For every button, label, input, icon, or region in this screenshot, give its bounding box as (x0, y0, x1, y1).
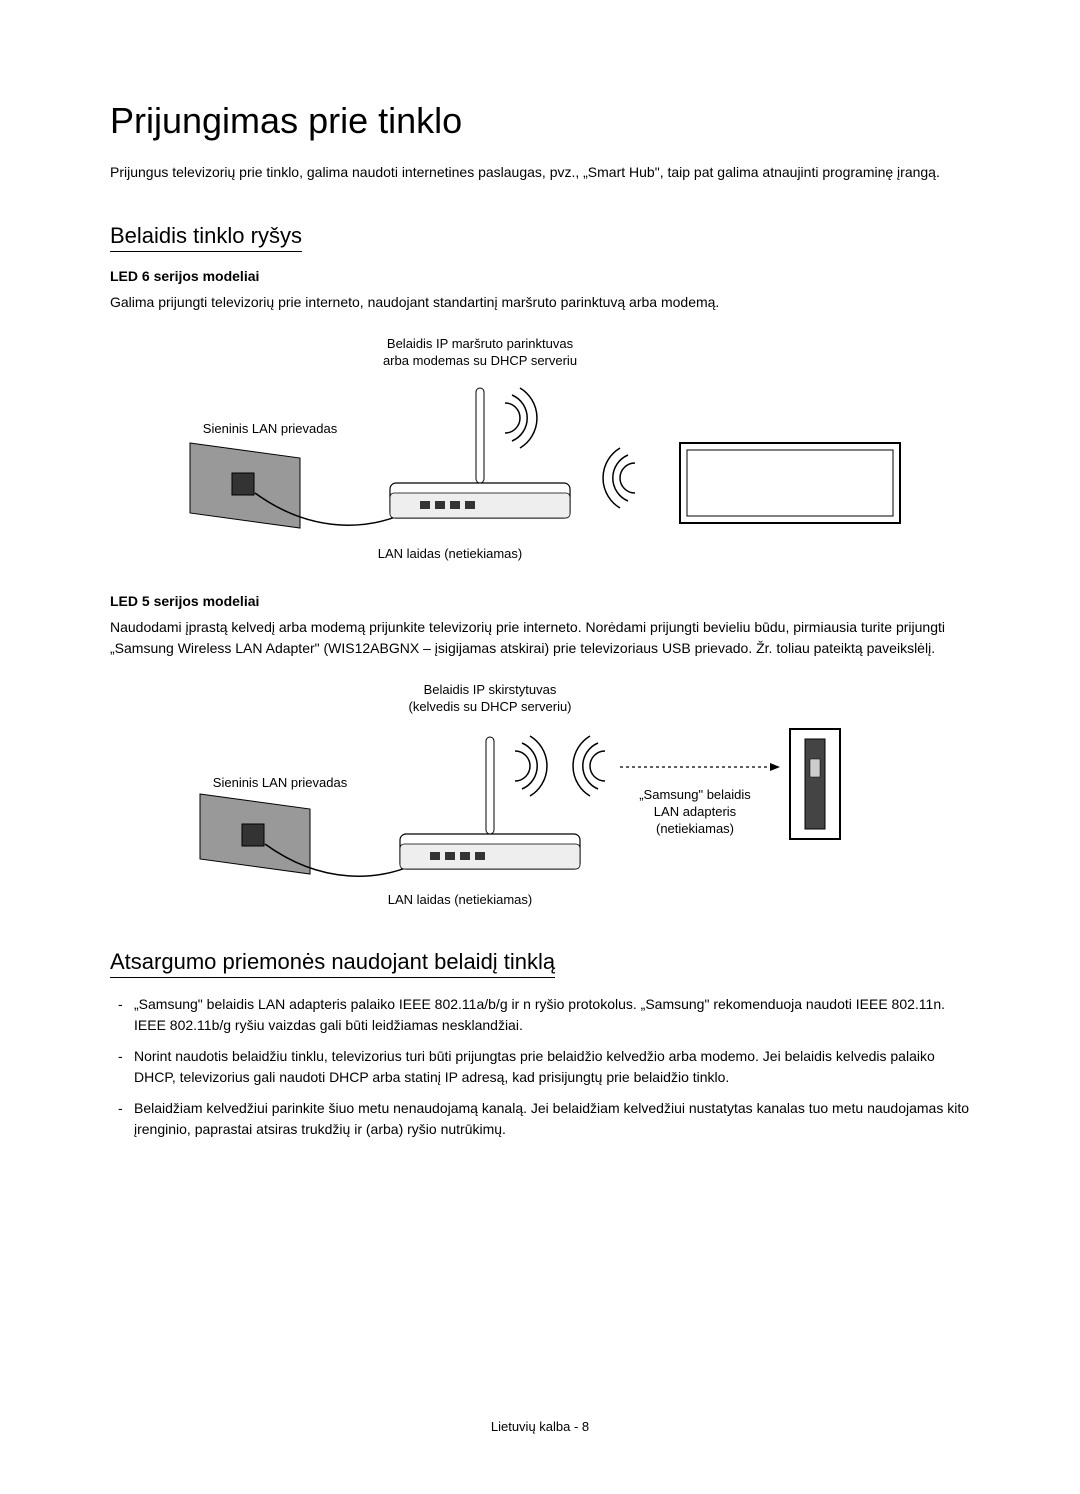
subheading-led6: LED 6 serijos modeliai (110, 268, 970, 284)
wall-port-icon-2 (200, 794, 310, 874)
cable-label-1: LAN laidas (netiekiamas) (378, 546, 523, 561)
arrow-head (770, 763, 780, 771)
text-led6: Galima prijungti televizorių prie intern… (110, 292, 970, 313)
adapter-label-1: „Samsung" belaidis (639, 787, 751, 802)
wifi-receive-icon (603, 448, 635, 508)
diagram-led5: Belaidis IP skirstytuvas (kelvedis su DH… (150, 679, 930, 909)
wall-port-icon (190, 443, 300, 528)
cable-label-2: LAN laidas (netiekiamas) (388, 892, 533, 907)
wifi-emit-icon (505, 388, 537, 448)
wifi-emit-icon-2 (515, 736, 547, 796)
list-item: „Samsung" belaidis LAN adapteris palaiko… (110, 994, 970, 1036)
router2-label-2: (kelvedis su DHCP serveriu) (408, 699, 571, 714)
wall-port-label: Sieninis LAN prievadas (203, 421, 338, 436)
wall-port-label-2: Sieninis LAN prievadas (213, 775, 348, 790)
page-footer: Lietuvių kalba - 8 (0, 1419, 1080, 1434)
section-heading-precautions: Atsargumo priemonės naudojant belaidį ti… (110, 949, 555, 978)
page-title: Prijungimas prie tinklo (110, 100, 970, 142)
router-label-2: arba modemas su DHCP serveriu (383, 353, 577, 368)
wifi-receive-icon-2 (573, 736, 605, 796)
router-icon (390, 388, 570, 518)
subheading-led5: LED 5 serijos modeliai (110, 593, 970, 609)
router2-label-1: Belaidis IP skirstytuvas (424, 682, 557, 697)
precautions-list: „Samsung" belaidis LAN adapteris palaiko… (110, 994, 970, 1140)
text-led5: Naudodami įprastą kelvedį arba modemą pr… (110, 617, 970, 659)
diagram-led6: Belaidis IP maršruto parinktuvas arba mo… (160, 333, 920, 563)
router-label-1: Belaidis IP maršruto parinktuvas (387, 336, 574, 351)
adapter-label-2: LAN adapteris (654, 804, 737, 819)
tv-icon (680, 443, 900, 523)
section-heading-wireless: Belaidis tinklo ryšys (110, 223, 302, 252)
list-item: Belaidžiam kelvedžiui parinkite šiuo met… (110, 1098, 970, 1140)
adapter-label-3: (netiekiamas) (656, 821, 734, 836)
router-icon-2 (400, 737, 580, 869)
tv-side-icon (790, 729, 840, 839)
list-item: Norint naudotis belaidžiu tinklu, televi… (110, 1046, 970, 1088)
intro-paragraph: Prijungus televizorių prie tinklo, galim… (110, 162, 970, 183)
